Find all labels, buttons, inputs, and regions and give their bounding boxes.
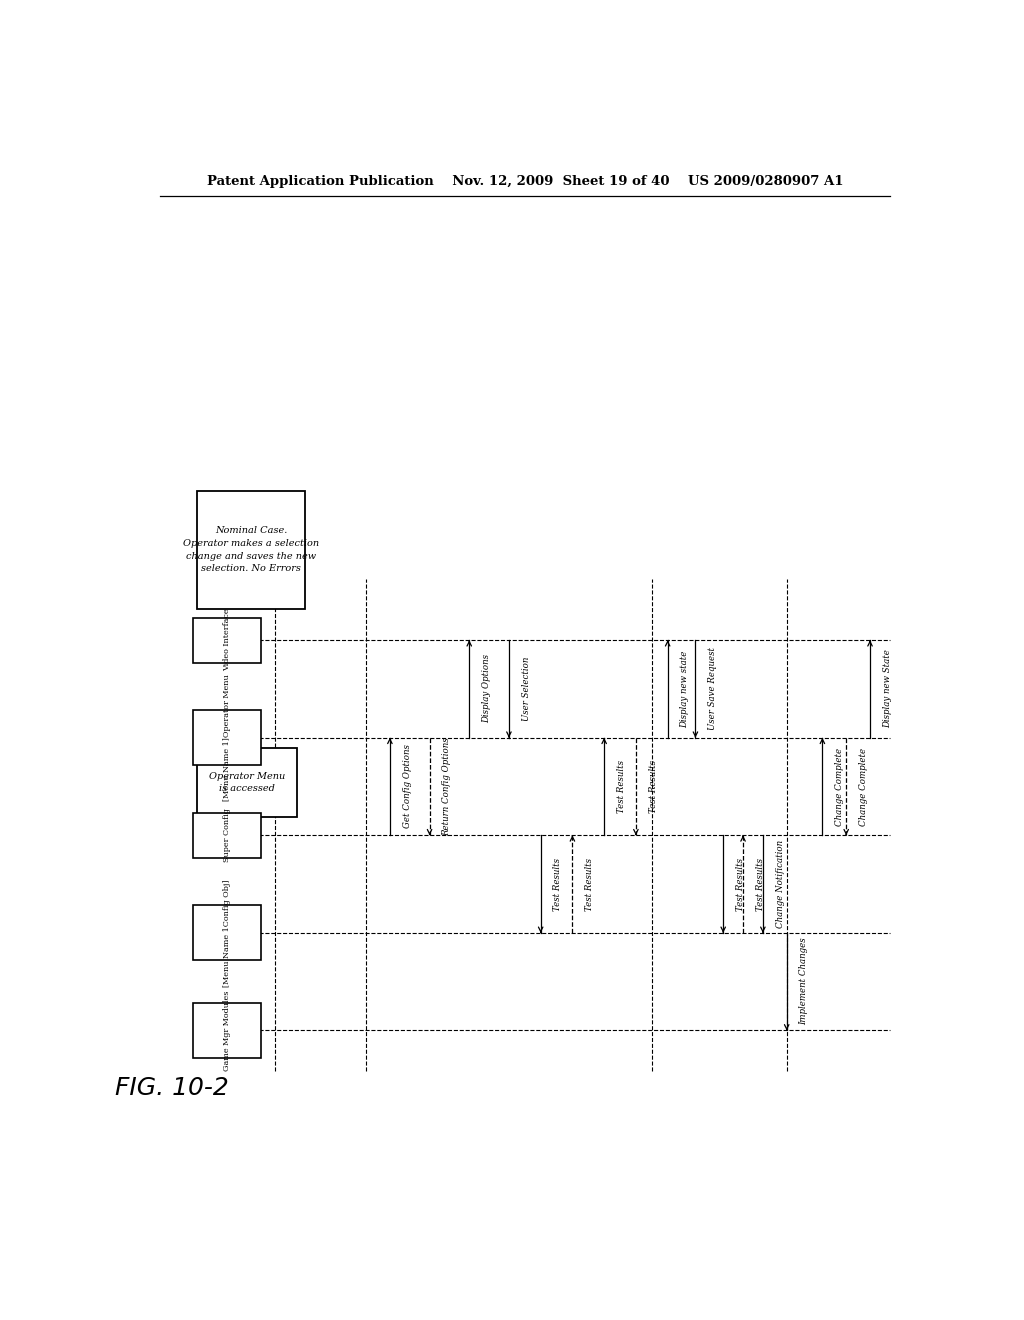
Text: Game Mgr Modules: Game Mgr Modules	[223, 990, 231, 1071]
Text: Test Results: Test Results	[648, 760, 657, 813]
Text: Test Results: Test Results	[756, 858, 765, 911]
Text: Get Config Options: Get Config Options	[402, 744, 412, 829]
FancyBboxPatch shape	[197, 491, 305, 609]
Text: Test Results: Test Results	[616, 760, 626, 813]
FancyBboxPatch shape	[194, 618, 261, 663]
Text: User Selection: User Selection	[521, 657, 530, 721]
Text: Operator Menu
is accessed: Operator Menu is accessed	[209, 772, 285, 793]
FancyBboxPatch shape	[194, 813, 261, 858]
Text: Change Complete: Change Complete	[859, 747, 868, 825]
FancyBboxPatch shape	[194, 906, 261, 961]
Text: Patent Application Publication    Nov. 12, 2009  Sheet 19 of 40    US 2009/02809: Patent Application Publication Nov. 12, …	[207, 176, 843, 189]
Text: [Menu Name 1Config Obj]: [Menu Name 1Config Obj]	[223, 879, 231, 986]
Text: Display new state: Display new state	[680, 651, 689, 727]
Text: Display new State: Display new State	[883, 649, 892, 729]
FancyBboxPatch shape	[197, 748, 297, 817]
FancyBboxPatch shape	[194, 1003, 261, 1057]
Text: Nominal Case.
Operator makes a selection
change and saves the new
selection. No : Nominal Case. Operator makes a selection…	[183, 525, 319, 573]
FancyBboxPatch shape	[194, 710, 261, 766]
Text: Return Config Options: Return Config Options	[442, 738, 452, 836]
Text: Change Notification: Change Notification	[775, 840, 784, 928]
Text: [Menu Name 1]Operator Menu: [Menu Name 1]Operator Menu	[223, 675, 231, 801]
Text: Test Results: Test Results	[553, 858, 562, 911]
Text: Test Results: Test Results	[585, 858, 594, 911]
Text: FIG. 10-2: FIG. 10-2	[115, 1076, 228, 1101]
Text: Implement Changes: Implement Changes	[800, 939, 808, 1026]
Text: Display Options: Display Options	[482, 655, 490, 723]
Text: Video Interface: Video Interface	[223, 609, 231, 672]
Text: Super Config: Super Config	[223, 808, 231, 862]
Text: Test Results: Test Results	[736, 858, 744, 911]
Text: Change Complete: Change Complete	[836, 747, 844, 825]
Text: User Save Request: User Save Request	[709, 648, 717, 730]
